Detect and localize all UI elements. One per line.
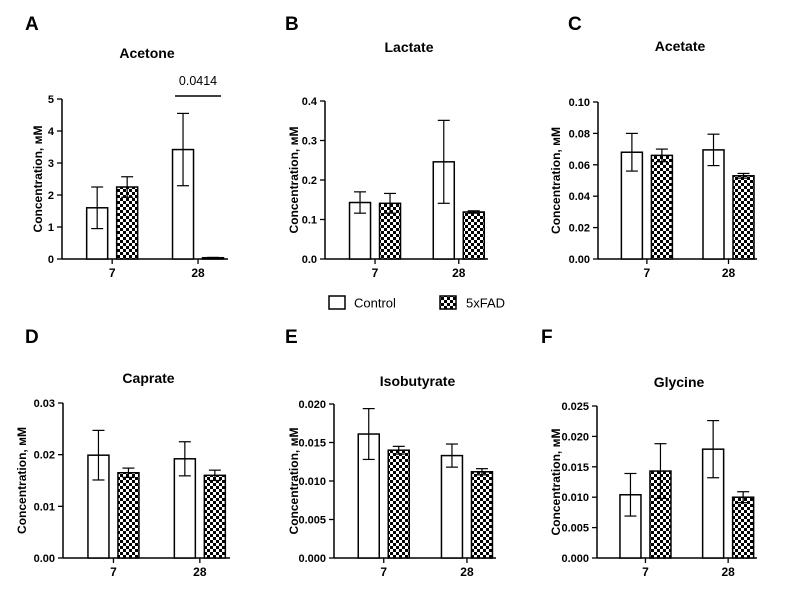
y-tick-label-f: 0.005 xyxy=(561,523,589,535)
bar-5xfad-e xyxy=(470,471,494,559)
y-tick-label-c: 0.02 xyxy=(569,223,590,235)
y-tick-label-f: 0.000 xyxy=(561,553,589,565)
y-tick-label-e: 0.010 xyxy=(298,476,326,488)
x-tick-label-b: 7 xyxy=(372,266,379,280)
y-axis-title-c: Concentration, мМ xyxy=(549,127,563,234)
chart-title-c: Acetate xyxy=(655,38,706,54)
x-tick-label-f: 28 xyxy=(721,565,735,579)
x-tick-label-a: 28 xyxy=(191,266,205,280)
x-tick-label-e: 7 xyxy=(380,565,387,579)
bar-5xfad-d xyxy=(117,472,140,559)
chart-title-e: Isobutyrate xyxy=(380,373,456,389)
panel-letter-d: D xyxy=(25,327,39,348)
legend-swatch-5xfad xyxy=(439,295,457,310)
y-tick-label-d: 0.00 xyxy=(34,553,55,565)
y-tick-label-f: 0.020 xyxy=(561,431,589,443)
y-axis-title-d: Concentration, мМ xyxy=(15,427,29,534)
x-tick-label-b: 28 xyxy=(452,266,466,280)
y-axis-title-e: Concentration, мМ xyxy=(287,428,301,535)
chart-title-d: Caprate xyxy=(122,370,174,386)
y-tick-label-d: 0.03 xyxy=(34,398,55,410)
y-tick-label-d: 0.01 xyxy=(34,501,55,513)
y-tick-label-a: 2 xyxy=(48,190,54,202)
chart-panel-e: E Isobutyrate 0.000 0.005 0.010 0.015 0.020 Con… xyxy=(285,327,496,579)
panel-letter-a: A xyxy=(25,14,39,35)
chart-panel-d: D Caprate 0.00 0.01 0.02 0.03 Concentration, м… xyxy=(15,327,230,579)
bar-5xfad-c xyxy=(732,175,755,260)
legend-label-control: Control xyxy=(354,296,396,311)
chart-panel-b: B Lactate 0.0 0.1 0.2 0.3 0.4 Concentration, мМ… xyxy=(285,14,488,280)
y-tick-label-b: 0.2 xyxy=(302,175,317,187)
y-tick-label-a: 5 xyxy=(48,94,54,106)
x-tick-label-e: 28 xyxy=(460,565,474,579)
y-tick-label-b: 0.1 xyxy=(302,215,317,227)
y-tick-label-a: 4 xyxy=(48,126,55,138)
y-tick-label-f: 0.015 xyxy=(561,462,589,474)
legend-swatch-control xyxy=(328,295,346,310)
y-tick-label-c: 0.10 xyxy=(569,97,590,109)
y-tick-label-e: 0.020 xyxy=(298,399,326,411)
panel-letter-c: C xyxy=(568,14,582,35)
bar-5xfad-d xyxy=(203,474,227,559)
y-tick-label-a: 0 xyxy=(48,254,54,266)
panel-letter-f: F xyxy=(541,327,553,348)
y-tick-label-a: 1 xyxy=(48,222,54,234)
chart-title-b: Lactate xyxy=(384,39,433,55)
y-tick-label-b: 0.3 xyxy=(302,136,317,148)
bar-5xfad-e xyxy=(387,449,410,559)
legend-label-5xfad: 5xFAD xyxy=(466,296,505,311)
x-tick-label-c: 7 xyxy=(644,266,651,280)
chart-panel-f: F Glycine 0.000 0.005 0.010 0.015 0.020 0.025 Co… xyxy=(541,327,757,579)
legend: Control 5xFAD xyxy=(328,295,505,311)
bar-control-e xyxy=(440,454,464,559)
x-tick-label-d: 7 xyxy=(110,565,117,579)
y-tick-label-a: 3 xyxy=(48,158,54,170)
x-tick-label-f: 7 xyxy=(642,565,649,579)
panel-letter-b: B xyxy=(285,14,299,35)
y-tick-label-b: 0.0 xyxy=(302,254,317,266)
y-tick-label-c: 0.06 xyxy=(569,160,590,172)
chart-panel-c: C Acetate 0.00 0.02 0.04 0.06 0.08 0.10 Concentr… xyxy=(549,14,757,280)
y-tick-label-f: 0.025 xyxy=(561,401,589,413)
x-tick-label-a: 7 xyxy=(109,266,116,280)
chart-title-a: Acetone xyxy=(119,45,174,61)
chart-panel-a: A Acetone 0 1 2 3 4 5 Concentration, мМ 7 28 0.0414 xyxy=(25,14,228,280)
y-tick-label-c: 0.00 xyxy=(569,254,590,266)
y-tick-label-d: 0.02 xyxy=(34,450,55,462)
bar-5xfad-b xyxy=(462,211,486,260)
y-tick-label-c: 0.04 xyxy=(569,191,591,203)
chart-title-f: Glycine xyxy=(654,374,705,390)
panel-letter-e: E xyxy=(285,327,298,348)
y-axis-title-f: Concentration, мМ xyxy=(549,429,563,536)
bar-control-c xyxy=(702,149,725,260)
y-tick-label-c: 0.08 xyxy=(569,128,590,140)
y-axis-title-b: Concentration, мМ xyxy=(287,127,301,234)
x-tick-label-d: 28 xyxy=(193,565,207,579)
bar-5xfad-f xyxy=(731,496,755,559)
y-tick-label-e: 0.015 xyxy=(298,438,326,450)
x-tick-label-c: 28 xyxy=(722,266,736,280)
significance-label-a: 0.0414 xyxy=(179,74,217,88)
y-tick-label-b: 0.4 xyxy=(302,96,318,108)
y-axis-title-a: Concentration, мМ xyxy=(31,126,45,233)
y-tick-label-f: 0.010 xyxy=(561,492,589,504)
y-tick-label-e: 0.005 xyxy=(298,515,326,527)
y-tick-label-e: 0.000 xyxy=(298,553,326,565)
bar-5xfad-c xyxy=(650,154,674,260)
